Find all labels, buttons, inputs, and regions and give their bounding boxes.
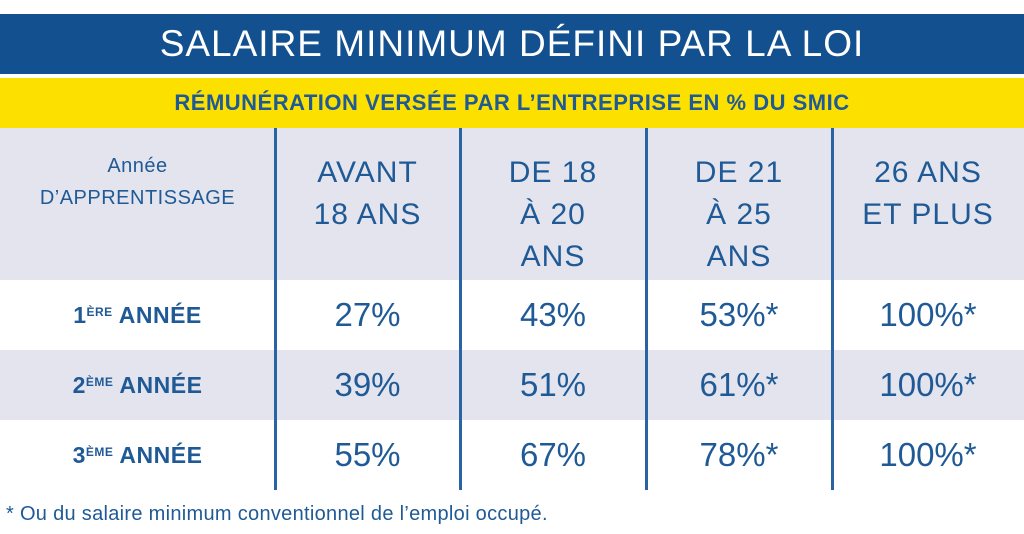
column-divider bbox=[831, 128, 834, 490]
table-cell: 100%* bbox=[879, 436, 977, 473]
table-row: 1 ÈRE ANNÉE 27% 43% 53%* 100%* bbox=[0, 280, 1024, 350]
column-header-26-plus: 26 ANS ET PLUS bbox=[862, 156, 994, 231]
table-cell: 61%* bbox=[699, 366, 779, 403]
table-cell: 53%* bbox=[699, 296, 779, 333]
table-header-row: Année D’APPRENTISSAGE AVANT 18 ANS DE 18… bbox=[0, 128, 1024, 280]
column-header-18-20: DE 18 À 20 ANS bbox=[508, 156, 598, 273]
row-label-year-2: 2 ÈME ANNÉE bbox=[72, 371, 203, 398]
table-cell: 43% bbox=[519, 296, 587, 333]
table-cell: 78%* bbox=[699, 436, 779, 473]
table-row: 2 ÈME ANNÉE 39% 51% 61%* 100%* bbox=[0, 350, 1024, 420]
footnote: * Ou du salaire minimum conventionnel de… bbox=[6, 503, 548, 525]
table-cell: 100%* bbox=[879, 296, 977, 333]
row-label-year-3: 3 ÈME ANNÉE bbox=[72, 441, 203, 468]
salary-table: Année D’APPRENTISSAGE AVANT 18 ANS DE 18… bbox=[0, 128, 1024, 490]
page-subtitle: RÉMUNÉRATION VERSÉE PAR L’ENTREPRISE EN … bbox=[0, 78, 1024, 128]
page-title: SALAIRE MINIMUM DÉFINI PAR LA LOI bbox=[0, 14, 1024, 74]
column-divider bbox=[459, 128, 462, 490]
table-row: 3 ÈME ANNÉE 55% 67% 78%* 100%* bbox=[0, 420, 1024, 490]
table-cell: 39% bbox=[334, 366, 401, 403]
table-cell: 100%* bbox=[879, 366, 977, 403]
corner-header: Année D’APPRENTISSAGE bbox=[39, 155, 236, 209]
column-divider bbox=[645, 128, 648, 490]
column-divider bbox=[274, 128, 277, 490]
table-cell: 27% bbox=[334, 296, 401, 333]
row-label-year-1: 1 ÈRE ANNÉE bbox=[73, 301, 202, 328]
column-header-under-18: AVANT 18 ANS bbox=[313, 156, 422, 231]
table-cell: 51% bbox=[519, 366, 587, 403]
table-cell: 55% bbox=[334, 436, 401, 473]
column-header-21-25: DE 21 À 25 ANS bbox=[694, 156, 784, 273]
table-cell: 67% bbox=[519, 436, 587, 473]
